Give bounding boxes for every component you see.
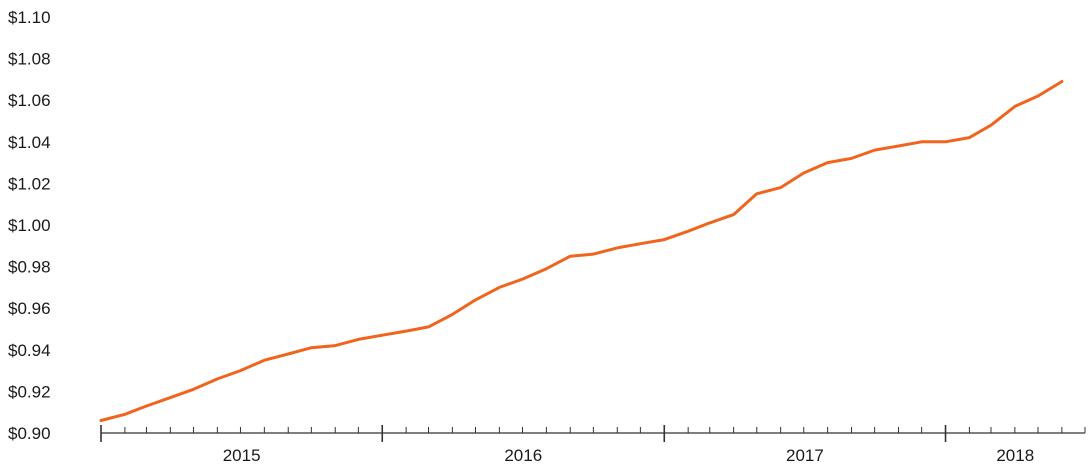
y-tick-label: $1.06: [8, 91, 51, 110]
series-line: [99, 80, 1064, 422]
y-tick-label: $0.94: [8, 341, 51, 360]
x-tick-label: 2018: [996, 446, 1034, 465]
x-tick-label: 2015: [223, 446, 261, 465]
y-axis: $0.90 $0.92 $0.94 $0.96 $0.98 $1.00 $1.02 $1.04…: [8, 8, 51, 443]
series-layer: [99, 80, 1064, 422]
y-tick-label: $1.00: [8, 216, 51, 235]
y-tick-label: $0.92: [8, 382, 51, 401]
y-tick-label: $1.02: [8, 174, 51, 193]
y-tick-label: $0.96: [8, 299, 51, 318]
y-tick-label: $1.10: [8, 8, 51, 27]
y-tick-label: $0.90: [8, 424, 51, 443]
x-tick-label: 2016: [504, 446, 542, 465]
y-tick-label: $0.98: [8, 258, 51, 277]
y-tick-label: $1.08: [8, 50, 51, 69]
x-axis: 2015 2016 2017 2018: [100, 425, 1086, 465]
x-tick-label: 2017: [786, 446, 824, 465]
y-tick-label: $1.04: [8, 133, 51, 152]
